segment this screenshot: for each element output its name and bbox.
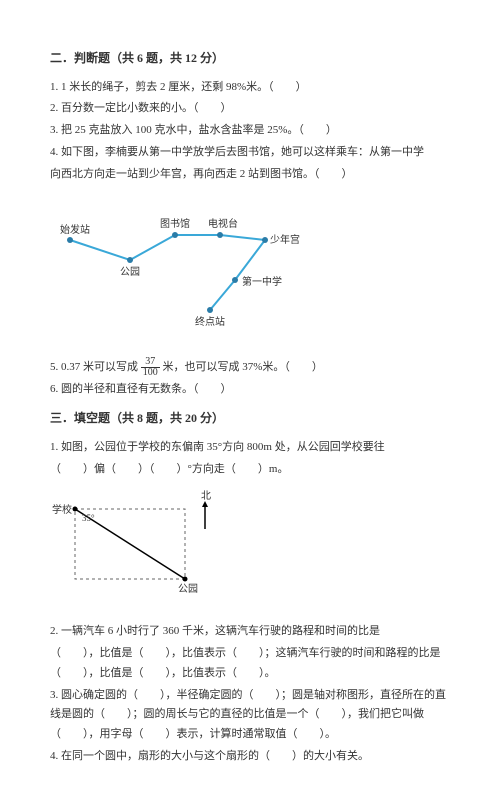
q3-1a: 1. 如图，公园位于学校的东偏南 35°方向 800m 处，从公园回学校要往 xyxy=(50,438,450,458)
q2-5: 5. 0.37 米可以写成 37 100 米，也可以写成 37%米。（ ） xyxy=(50,357,450,378)
label-school2: 学校 xyxy=(52,503,72,516)
q3-3: 3. 圆心确定圆的（ ），半径确定圆的（ ）；圆是轴对称图形，直径所在的直线是圆… xyxy=(50,686,450,745)
q2-6: 6. 圆的半径和直径有无数条。（ ） xyxy=(50,380,450,400)
q2-5a-text: 5. 0.37 米可以写成 xyxy=(50,361,138,373)
fraction: 37 100 xyxy=(141,357,160,378)
q3-1b: （ ）偏（ ）（ ）°方向走（ ）m。 xyxy=(50,460,450,480)
q3-2b: （ ），比值是（ ），比值表示（ ）；这辆汽车行驶的时间和路程的比是（ ），比值… xyxy=(50,644,450,684)
q2-5b-text: 米，也可以写成 37%米。（ ） xyxy=(163,361,323,373)
direction-diagram: 学校 35° 北 公园 xyxy=(50,489,450,607)
q2-2: 2. 百分数一定比小数来的小。（ ） xyxy=(50,99,450,119)
label-north: 北 xyxy=(201,490,211,502)
label-park2: 公园 xyxy=(178,583,198,595)
q2-3: 3. 把 25 克盐放入 100 克水中，盐水含盐率是 25%。（ ） xyxy=(50,121,450,141)
bus-route-diagram: 始发站 公园 图书馆 电视台 少年宫 第一中学 终点站 xyxy=(50,195,450,343)
frac-den: 100 xyxy=(141,368,160,378)
label-tv: 电视台 xyxy=(208,217,238,230)
label-end: 终点站 xyxy=(195,315,225,328)
section2-title: 二．判断题（共 6 题，共 12 分） xyxy=(50,48,450,70)
q3-4: 4. 在同一个圆中，扇形的大小与这个扇形的（ ）的大小有关。 xyxy=(50,747,450,767)
q2-1: 1. 1 米长的绳子，剪去 2 厘米，还剩 98%米。（ ） xyxy=(50,78,450,98)
label-school: 第一中学 xyxy=(242,275,282,288)
section3-title: 三．填空题（共 8 题，共 20 分） xyxy=(50,408,450,430)
q2-4a: 4. 如下图，李楠要从第一中学放学后去图书馆，她可以这样乘车：从第一中学 xyxy=(50,143,450,163)
q3-2a: 2. 一辆汽车 6 小时行了 360 千米，这辆汽车行驶的路程和时间的比是 xyxy=(50,622,450,642)
q2-4b: 向西北方向走一站到少年宫，再向西走 2 站到图书馆。（ ） xyxy=(50,165,450,185)
label-start: 始发站 xyxy=(60,223,90,236)
label-library: 图书馆 xyxy=(160,217,190,230)
label-park: 公园 xyxy=(120,266,140,278)
label-angle: 35° xyxy=(82,513,95,523)
label-youth: 少年宫 xyxy=(270,233,300,246)
